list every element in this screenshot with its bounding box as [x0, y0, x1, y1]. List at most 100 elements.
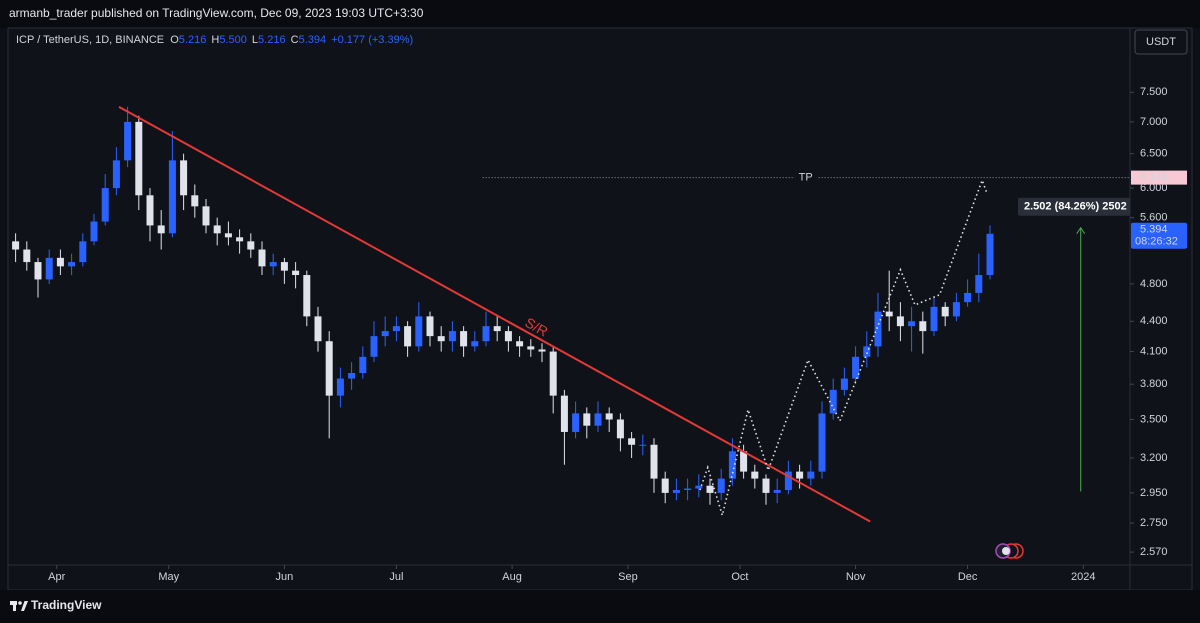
currency-button[interactable]: [1134, 29, 1188, 55]
candle-body: [628, 438, 636, 445]
candle-body: [191, 195, 199, 207]
y-tick-label: 3.500: [1140, 413, 1168, 425]
y-tick-label: 3.200: [1140, 452, 1168, 464]
header-bar: [0, 0, 1200, 28]
candle-body: [986, 233, 994, 276]
candle-body: [672, 490, 680, 493]
candle-body: [874, 311, 882, 347]
axes: 2.570 2.750 2.950 3.200 3.500 3.800 4.100 4.400…: [48, 86, 1187, 583]
candle-body: [381, 331, 389, 337]
candle-body: [101, 188, 109, 222]
candle-body: [616, 419, 624, 439]
candle-body: [706, 485, 714, 493]
footer-bar: [0, 590, 1200, 623]
x-tick-label: Aug: [502, 571, 522, 583]
symbol: ICP / TetherUS, 1D, BINANCE: [16, 34, 164, 46]
candle-body: [437, 336, 445, 342]
candle-body: [146, 195, 154, 226]
currency[interactable]: USDT: [1146, 36, 1176, 48]
y-tick-label: 3.800: [1140, 378, 1168, 390]
candle-body: [303, 275, 311, 317]
candle-body: [751, 471, 759, 479]
y-tick-label: 4.800: [1140, 278, 1168, 290]
candle-body: [639, 444, 647, 446]
candle-body: [684, 488, 692, 491]
candle-body: [314, 316, 322, 342]
candle-body: [157, 225, 165, 234]
candle-body: [168, 160, 176, 234]
ohlc-value: 5.500: [219, 34, 247, 46]
candle-body: [538, 349, 546, 352]
measure-label: 2.502 (84.26%) 2502: [1024, 201, 1127, 213]
y-tick-label: 4.100: [1140, 345, 1168, 357]
candle-body: [258, 249, 266, 267]
candle-body: [560, 395, 568, 432]
countdown: 08:26:32: [1135, 236, 1178, 248]
candle-body: [90, 221, 98, 242]
candle-body: [180, 160, 188, 196]
candle-body: [34, 262, 42, 280]
projection-path: [699, 177, 988, 519]
candle-body: [325, 341, 333, 396]
candle-body: [415, 316, 423, 347]
candle-body: [280, 262, 288, 271]
y-tick-label: 2.950: [1140, 487, 1168, 499]
candle-body: [762, 478, 770, 493]
candle-body: [930, 306, 938, 332]
candle-body: [236, 237, 244, 242]
ohlc-label: C: [291, 34, 299, 46]
candle-body: [516, 341, 524, 347]
candle-body: [359, 356, 367, 374]
candle-body: [941, 306, 949, 317]
candle-body: [370, 336, 378, 357]
y-tick-label: 2.570: [1140, 546, 1168, 558]
candle-body: [975, 275, 983, 293]
x-tick-label: Oct: [731, 571, 748, 583]
candle-body: [863, 346, 871, 357]
y-tick-label: 4.400: [1140, 315, 1168, 327]
candle-body: [56, 257, 64, 267]
trendline: [118, 105, 871, 523]
y-tick-label: 6.000: [1140, 182, 1168, 194]
candle-body: [448, 331, 456, 342]
candle-body: [12, 241, 20, 250]
candle-body: [594, 413, 602, 426]
candle-body: [807, 471, 815, 479]
tp-price: 6.148: [1140, 172, 1168, 184]
candle-body: [202, 206, 210, 226]
tp-label-bg: [794, 169, 817, 184]
candle-body: [728, 451, 736, 479]
candle-body: [784, 471, 792, 491]
chart-frame: [7, 27, 1193, 591]
candle-body: [583, 413, 591, 426]
candle-body: [650, 444, 658, 479]
measure-arrowhead: [1076, 226, 1086, 235]
candle-body: [885, 311, 893, 317]
candle-body: [773, 490, 781, 493]
y-tick-label: 7.000: [1140, 116, 1168, 128]
candle-body: [840, 378, 848, 390]
last-price-box: [1131, 222, 1187, 249]
candle-body: [896, 316, 904, 327]
y-tick-label: 7.500: [1140, 86, 1168, 98]
change: +0.177 (+3.39%): [331, 34, 413, 46]
candle-body: [504, 331, 512, 342]
ohlc-value: 5.216: [258, 34, 286, 46]
candle-body: [213, 225, 221, 234]
candle-body: [717, 478, 725, 493]
logo-shape: [13, 601, 16, 611]
x-tick-label: 2024: [1071, 571, 1095, 583]
last-price: 5.394: [1140, 224, 1168, 236]
candle-body: [135, 121, 143, 196]
candle-body: [919, 321, 927, 332]
candle-body: [952, 302, 960, 317]
x-tick-label: Apr: [48, 571, 65, 583]
candle-body: [348, 373, 356, 379]
candle-body: [124, 121, 132, 161]
ohlc-label: H: [211, 34, 219, 46]
x-tick-label: Sep: [618, 571, 638, 583]
candle-body: [482, 326, 490, 342]
candle-body: [23, 249, 31, 263]
